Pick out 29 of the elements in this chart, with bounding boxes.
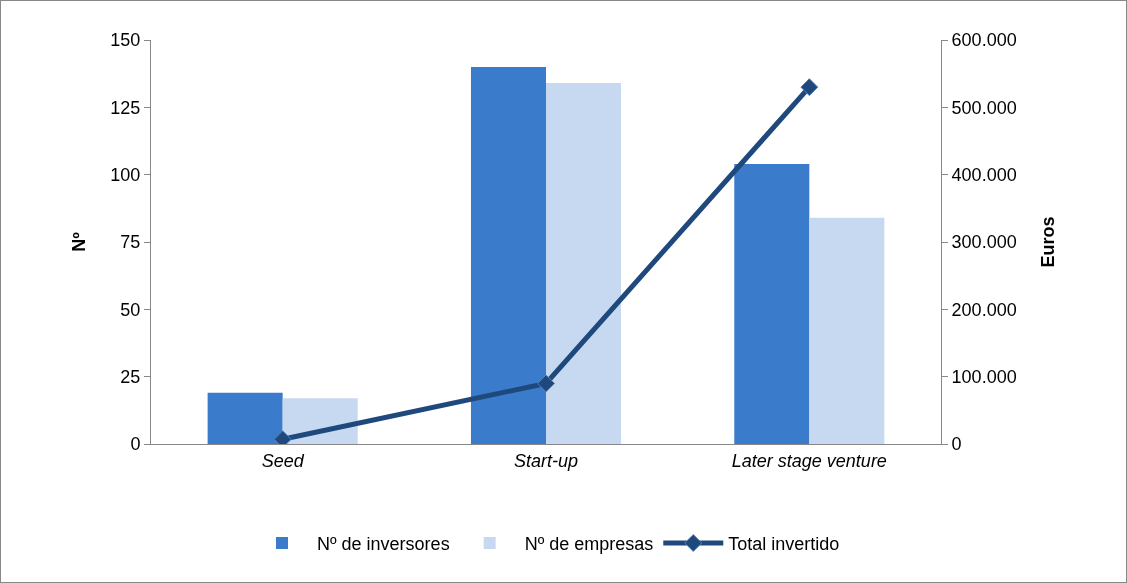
x-tick-label: Later stage venture [731,450,887,471]
x-tick-label: Start-up [513,450,579,471]
y-tick-label: 75 [120,232,141,253]
legend-label: Nº de empresas [524,534,654,555]
y2-tick-label: 0 [951,434,962,455]
x-tick-label: Seed [261,450,305,471]
point [537,374,555,393]
y-tick-label: 150 [110,30,141,51]
y-tick-label: 100 [110,164,141,185]
y2-tick-label: 500.000 [951,97,1017,118]
y-tick-label: 50 [120,299,141,320]
y2-tick-label: 300.000 [951,232,1017,253]
y2-axis-title: Euros [1037,216,1058,268]
y2-tick-label: 400.000 [951,164,1017,185]
y-tick-label: 125 [110,97,141,118]
bar [809,217,885,444]
y2-tick-label: 100.000 [951,366,1017,387]
bar [546,83,622,444]
y2-tick-label: 600.000 [951,30,1017,51]
legend-label: Total invertido [728,534,840,555]
bar [734,163,810,444]
bar [207,392,283,444]
y2-tick-label: 200.000 [951,299,1017,320]
bar [470,66,546,444]
y-axis-title: Nº [68,231,89,252]
y-tick-label: 0 [130,434,141,455]
point [800,78,819,97]
legend-label: Nº de inversores [317,534,450,555]
y-tick-label: 25 [120,366,141,387]
